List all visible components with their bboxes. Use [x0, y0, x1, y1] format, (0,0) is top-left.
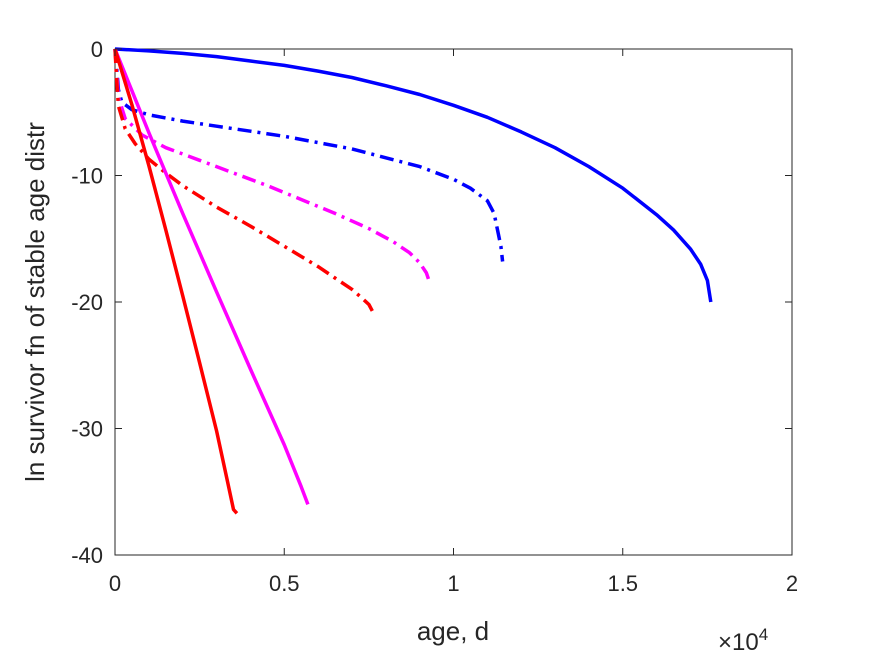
series-line-2 [113, 48, 505, 262]
x-axis-multiplier-exponent: 4 [759, 625, 768, 644]
y-tick-label: 0 [91, 37, 103, 62]
series-line-5 [113, 48, 310, 506]
x-tick-label: 0.5 [269, 571, 300, 596]
series-layer [113, 47, 713, 515]
series-line-6 [113, 48, 239, 515]
y-axis-label: ln survivor fn of stable age distr [20, 122, 50, 482]
y-tick-label: -40 [71, 543, 103, 568]
plot-area [114, 48, 793, 556]
x-axis-label: age, d [417, 616, 489, 646]
x-tick-label: 0 [109, 571, 121, 596]
x-tick-label: 2 [786, 571, 798, 596]
series-line-1 [114, 47, 713, 303]
series-line-3 [113, 48, 432, 284]
y-tick-label: -20 [71, 290, 103, 315]
y-tick-label: -10 [71, 164, 103, 189]
x-tick-label: 1.5 [607, 571, 638, 596]
ticks-layer: 0 0.5 1 1.5 2 0 -10 -20 -30 -40 [71, 37, 798, 596]
x-tick-label: 1 [447, 571, 459, 596]
y-tick-label: -30 [71, 417, 103, 442]
x-axis-multiplier: ×104 [718, 625, 768, 656]
x-axis-multiplier-base: ×10 [718, 629, 759, 656]
